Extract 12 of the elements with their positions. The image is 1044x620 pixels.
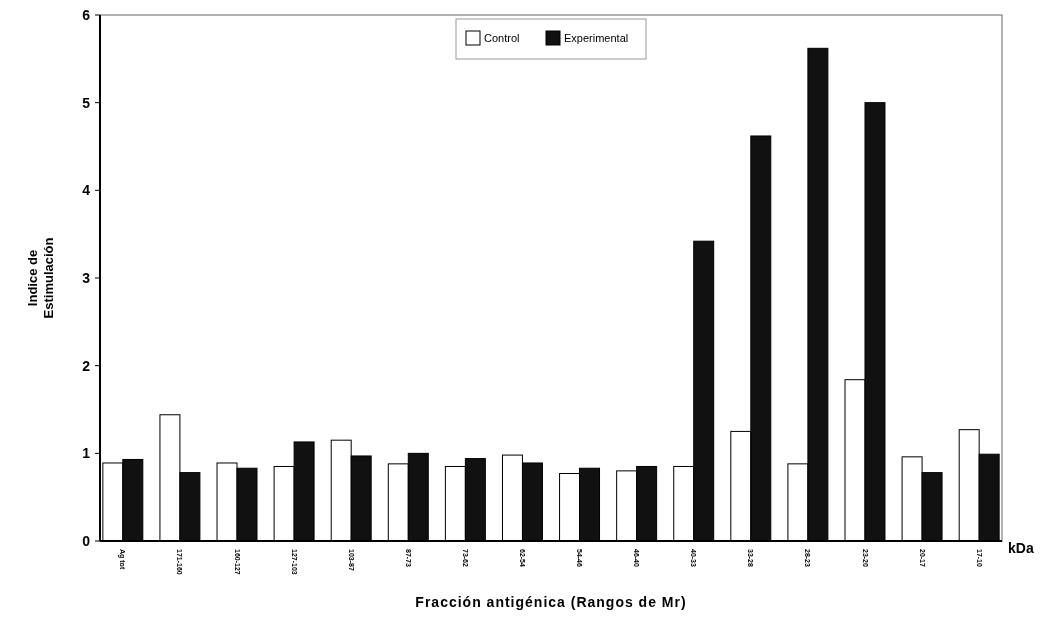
legend-label: Experimental <box>564 32 629 44</box>
y-tick-label: 6 <box>82 6 91 23</box>
y-tick-label: 2 <box>82 357 91 374</box>
y-tick-label: 4 <box>82 182 91 199</box>
x-axis-title: Fracción antigénica (Rangos de Mr) <box>415 594 687 610</box>
y-tick-label: 3 <box>82 269 91 286</box>
y-tick-label: 1 <box>82 445 91 462</box>
legend-label: Control <box>484 32 520 44</box>
y-tick-label: 0 <box>82 532 91 549</box>
text: kDa <box>1008 540 1034 556</box>
y-axis-title: Indice de Estimulación <box>25 237 56 319</box>
y-tick-label: 5 <box>82 94 91 111</box>
